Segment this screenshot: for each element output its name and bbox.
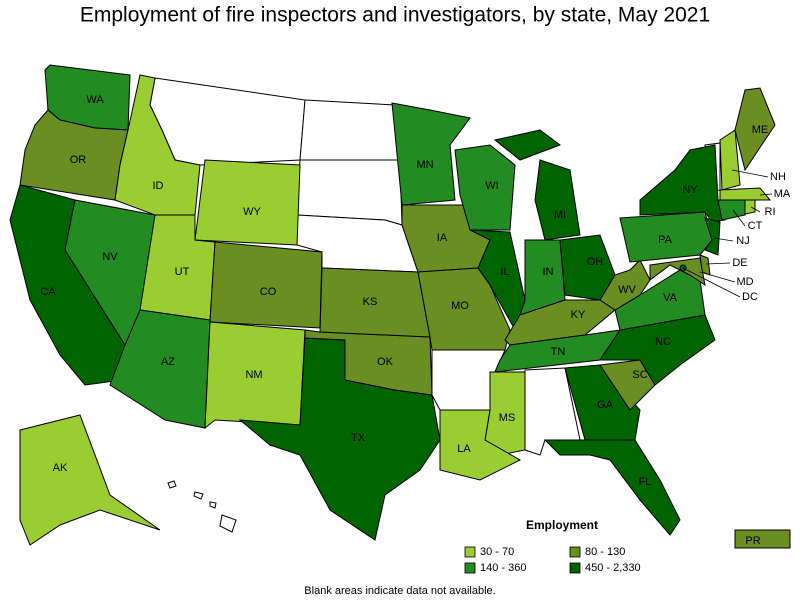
state-labels: WA OR CA NV ID UT AZ WY CO NM TX OK KS MN IA MO WI IL MI IN… (40, 94, 791, 547)
state-label: IL (500, 266, 509, 278)
state-label: TX (351, 432, 366, 444)
state-label: ME (752, 124, 769, 136)
state-label: MS (499, 412, 516, 424)
legend-label: 450 - 2,330 (585, 562, 641, 574)
state-label: DC (742, 291, 758, 303)
state-label: MO (451, 300, 469, 312)
state-label: NY (682, 184, 698, 196)
legend-label: 80 - 130 (585, 546, 625, 558)
state-label: CT (748, 220, 763, 232)
state (734, 529, 791, 549)
state-label: TN (551, 346, 566, 358)
state-label: WI (485, 180, 498, 192)
state-label: OR (70, 154, 87, 166)
state-label: ID (153, 180, 164, 192)
state-blank (149, 77, 306, 166)
state (493, 129, 581, 241)
state-label: GA (597, 399, 614, 411)
legend-swatch (464, 562, 476, 574)
state-label: NM (245, 369, 262, 381)
state-blank (296, 159, 403, 226)
state-label: MI (554, 209, 566, 221)
state-label: KS (363, 296, 378, 308)
state (564, 364, 641, 441)
leader-line (699, 271, 736, 283)
leader-line (713, 237, 734, 242)
state-label: LA (457, 443, 471, 455)
state-label: CO (260, 286, 277, 298)
states (9, 64, 791, 549)
state-label: OK (377, 356, 394, 368)
state-label: WA (86, 94, 104, 106)
state-label: IN (543, 266, 554, 278)
state-blank (299, 99, 401, 161)
state-label: OH (587, 256, 604, 268)
state-label: RI (765, 206, 776, 218)
legend-swatch (464, 546, 476, 558)
state-label: FL (639, 476, 652, 488)
legend: Employment 30 - 70 80 - 130 140 - 360 450 -… (464, 518, 641, 574)
map-title: Employment of fire inspectors and invest… (80, 4, 710, 27)
leader-line (682, 267, 741, 298)
state-label: AZ (161, 356, 175, 368)
state (734, 87, 776, 172)
state (717, 199, 746, 221)
leader-line (705, 262, 731, 265)
state (114, 74, 201, 216)
state (719, 129, 741, 191)
leader-line (750, 206, 761, 213)
state (19, 414, 161, 546)
state-label: KY (571, 309, 586, 321)
state-label: MN (416, 159, 433, 171)
legend-swatch (569, 562, 581, 574)
legend-label: 140 - 360 (480, 562, 526, 574)
state (719, 187, 772, 201)
state-label: AK (53, 462, 68, 474)
state (543, 439, 681, 536)
state (704, 217, 721, 256)
state-label: NH (770, 171, 786, 183)
leader-line (732, 209, 746, 227)
state (469, 229, 526, 332)
legend-label: 30 - 70 (480, 546, 514, 558)
state-label: UT (175, 266, 190, 278)
state-label: NJ (736, 235, 749, 247)
state (599, 259, 651, 311)
state (744, 199, 756, 215)
state (454, 144, 516, 231)
state-label: DE (732, 257, 747, 269)
leader-line (731, 169, 769, 178)
state-label: PA (658, 234, 673, 246)
state-label: NV (102, 251, 118, 263)
state-label: CA (40, 286, 56, 298)
footnote: Blank areas indicate data not available. (304, 585, 495, 597)
state-label: WY (243, 206, 261, 218)
state (439, 409, 522, 481)
state-label: PR (745, 535, 760, 547)
state-label: WV (618, 284, 636, 296)
state-label: MD (736, 276, 753, 288)
legend-swatch (569, 546, 581, 558)
state-label: MA (774, 188, 791, 200)
hawaii (167, 480, 237, 533)
leader-line (759, 193, 773, 196)
state-label: IA (437, 232, 448, 244)
legend-title: Employment (526, 518, 598, 532)
state (194, 159, 301, 246)
state-label: VA (663, 292, 678, 304)
state-label: SC (632, 369, 647, 381)
state-label: NC (655, 336, 671, 348)
state (649, 257, 706, 287)
